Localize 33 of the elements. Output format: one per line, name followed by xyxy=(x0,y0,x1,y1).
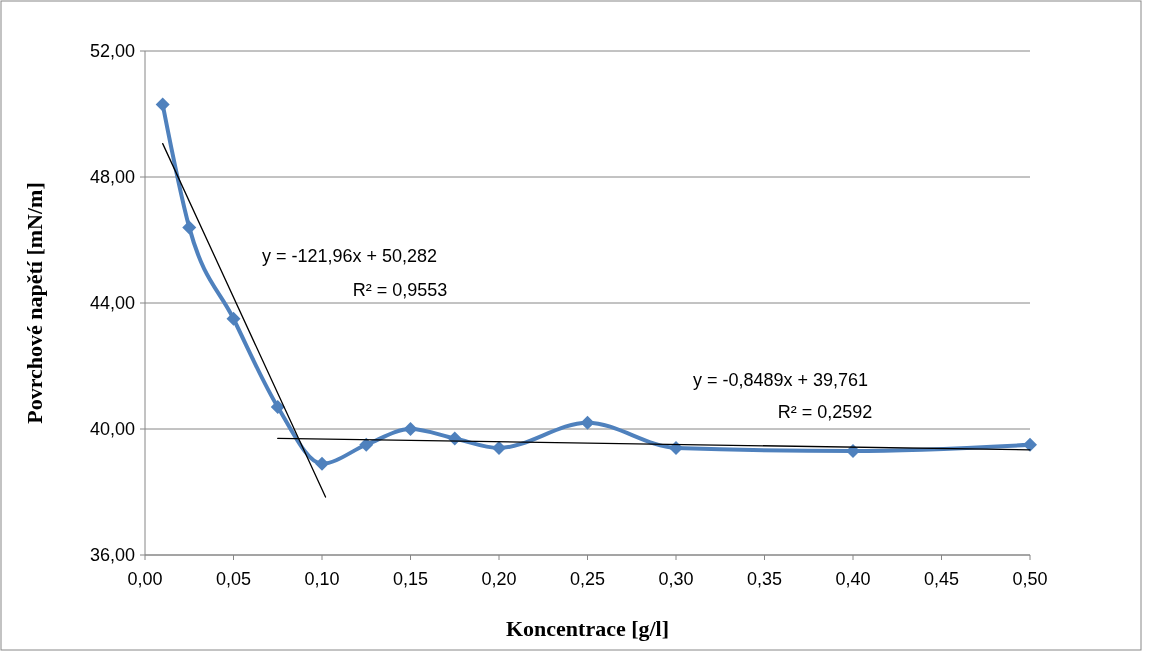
point xyxy=(155,97,170,112)
point xyxy=(226,311,241,326)
annotation: R² = 0,2592 xyxy=(777,402,873,422)
x-tick-label: 0,00 xyxy=(127,569,163,589)
y-tick-label: 36,00 xyxy=(89,545,135,566)
y-tick-label: 44,00 xyxy=(89,293,135,314)
x-tick-label: 0,30 xyxy=(658,569,694,589)
x-tick-label: 0,50 xyxy=(1012,569,1048,589)
point xyxy=(315,456,329,471)
x-axis-title: Koncentrace [g/l] xyxy=(505,616,670,641)
y-tick-label: 48,00 xyxy=(89,167,135,188)
y-tick-label: 52,00 xyxy=(89,41,135,62)
point xyxy=(669,440,683,455)
x-tick-label: 0,15 xyxy=(392,569,429,589)
y-tick-label: 40,00 xyxy=(89,419,135,440)
point xyxy=(492,440,506,455)
annotation: R² = 0,9553 xyxy=(352,280,448,300)
point xyxy=(182,220,197,235)
x-tick-label: 0,10 xyxy=(304,569,340,589)
x-tick-label: 0,05 xyxy=(215,569,252,589)
x-tick-label: 0,25 xyxy=(569,569,606,589)
x-tick-label: 0,40 xyxy=(835,569,871,589)
annotation: y = -121,96x + 50,282 xyxy=(262,246,438,266)
x-tick-label: 0,20 xyxy=(481,569,517,589)
point xyxy=(1023,437,1037,452)
y-axis-title: Povrchové napětí [mN/m] xyxy=(22,182,47,424)
point xyxy=(403,422,418,436)
x-tick-label: 0,45 xyxy=(923,569,960,589)
annotation: y = -0,8489x + 39,761 xyxy=(693,370,869,390)
x-tick-label: 0,35 xyxy=(746,569,783,589)
point xyxy=(359,437,374,452)
point xyxy=(270,399,285,414)
point xyxy=(580,415,595,430)
